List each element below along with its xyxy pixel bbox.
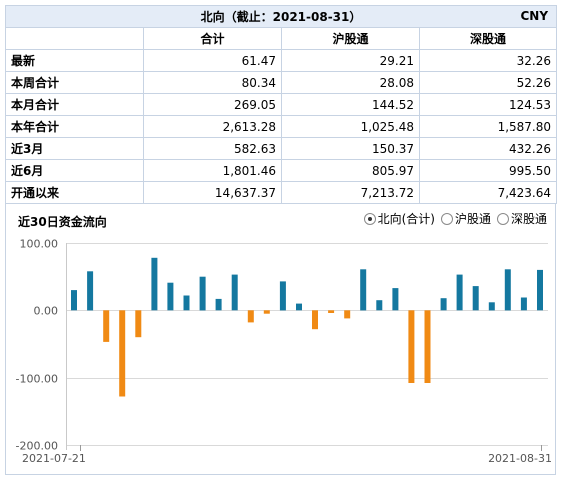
row-label: 本周合计 [5, 71, 144, 94]
column-header-total: 合计 [143, 27, 282, 50]
chart-bar [71, 290, 77, 311]
chart-bar [103, 310, 110, 342]
chart-bar [472, 286, 479, 311]
total-value: 1,801.46 [143, 159, 282, 182]
chart-bar [537, 269, 543, 311]
table-row: 本周合计 80.34 28.08 52.26 [5, 71, 558, 94]
currency-label: CNY [520, 9, 549, 23]
summary-header-row: 北向（截止：2021-08-31） CNY [4, 5, 558, 28]
chart-bar [215, 298, 222, 311]
sz-value: 52.26 [418, 71, 558, 94]
chart-bar [392, 288, 399, 311]
sh-value: 144.52 [281, 93, 420, 116]
chart-bar [488, 302, 495, 311]
chart-bar [376, 300, 383, 311]
column-header-sz: 深股通 [418, 27, 558, 50]
radio-unchecked-icon [496, 212, 509, 225]
chart-bar [408, 310, 415, 383]
chart-bar [247, 310, 254, 323]
chart-bar [312, 310, 318, 330]
total-value: 2,613.28 [143, 115, 282, 138]
table-row: 近6月 1,801.46 805.97 995.50 [5, 159, 558, 182]
row-label: 近3月 [5, 137, 144, 160]
column-header-blank [5, 27, 144, 50]
radio-label: 深股通 [510, 212, 547, 226]
sh-value: 805.97 [281, 159, 420, 182]
radio-shanghai-connect[interactable]: 沪股通 [440, 210, 491, 227]
chart-bar [135, 310, 142, 338]
radio-checked-icon [363, 212, 376, 225]
chart-bar [279, 281, 286, 311]
chart-bar [296, 303, 302, 311]
chart-bar [231, 274, 238, 311]
northbound-summary-table: 北向（截止：2021-08-31） CNY 合计 沪股通 深股通 最新 61.4… [4, 5, 558, 204]
chart-bar [87, 271, 94, 311]
x-end-label: 2021-08-31 [488, 452, 552, 465]
summary-title-cell: 北向（截止：2021-08-31） CNY [4, 5, 558, 28]
table-row: 开通以来 14,637.37 7,213.72 7,423.64 [5, 181, 558, 204]
sz-value: 432.26 [418, 137, 558, 160]
column-header-row: 合计 沪股通 深股通 [5, 27, 558, 50]
chart-bar [440, 298, 447, 311]
row-label: 近6月 [5, 159, 144, 182]
chart-bar [119, 310, 126, 397]
sz-value: 124.53 [418, 93, 558, 116]
chart-bar [263, 310, 270, 314]
sz-value: 7,423.64 [418, 181, 558, 204]
radio-label: 沪股通 [454, 212, 491, 226]
row-label: 本月合计 [5, 93, 144, 116]
series-radio-group: 北向(合计) 沪股通 深股通 [363, 210, 547, 227]
sh-value: 150.37 [281, 137, 420, 160]
sz-value: 1,587.80 [418, 115, 558, 138]
fund-flow-panel: 近30日资金流向 北向(合计) 沪股通 深股通 100.00 0.00 -100.0… [5, 203, 556, 475]
column-header-sh: 沪股通 [281, 27, 420, 50]
chart-bar [328, 310, 335, 313]
total-value: 61.47 [143, 49, 282, 72]
y-tick-label: 100.00 [20, 238, 59, 251]
y-tick-label: -200.00 [16, 440, 58, 453]
radio-shenzhen-connect[interactable]: 深股通 [496, 210, 547, 227]
summary-title: 北向（截止：2021-08-31） [200, 10, 362, 24]
total-value: 80.34 [143, 71, 282, 94]
sh-value: 29.21 [281, 49, 420, 72]
table-row: 本月合计 269.05 144.52 124.53 [5, 93, 558, 116]
chart-bar [151, 257, 158, 311]
chart-bar [424, 310, 431, 383]
sz-value: 995.50 [418, 159, 558, 182]
row-label: 本年合计 [5, 115, 144, 138]
y-tick-label: -100.00 [16, 373, 58, 386]
row-label: 开通以来 [5, 181, 144, 204]
chart-bar [199, 276, 206, 311]
table-row: 最新 61.47 29.21 32.26 [5, 49, 558, 72]
row-label: 最新 [5, 49, 144, 72]
table-row: 本年合计 2,613.28 1,025.48 1,587.80 [5, 115, 558, 138]
total-value: 269.05 [143, 93, 282, 116]
chart-bar [344, 310, 351, 319]
sz-value: 32.26 [418, 49, 558, 72]
radio-unchecked-icon [440, 212, 453, 225]
sh-value: 7,213.72 [281, 181, 420, 204]
chart-bar [360, 269, 367, 311]
y-tick-label: 0.00 [34, 305, 59, 318]
chart-bar [183, 295, 190, 311]
radio-northbound-total[interactable]: 北向(合计) [363, 210, 435, 227]
sh-value: 1,025.48 [281, 115, 420, 138]
chart-bar [456, 274, 463, 311]
sh-value: 28.08 [281, 71, 420, 94]
chart-bar [167, 282, 174, 311]
total-value: 14,637.37 [143, 181, 282, 204]
chart-bar [520, 297, 527, 311]
radio-label: 北向(合计) [377, 212, 435, 226]
x-start-label: 2021-07-21 [22, 452, 86, 465]
table-row: 近3月 582.63 150.37 432.26 [5, 137, 558, 160]
fund-flow-title: 近30日资金流向 [18, 215, 107, 229]
total-value: 582.63 [143, 137, 282, 160]
chart-bar [504, 269, 511, 311]
